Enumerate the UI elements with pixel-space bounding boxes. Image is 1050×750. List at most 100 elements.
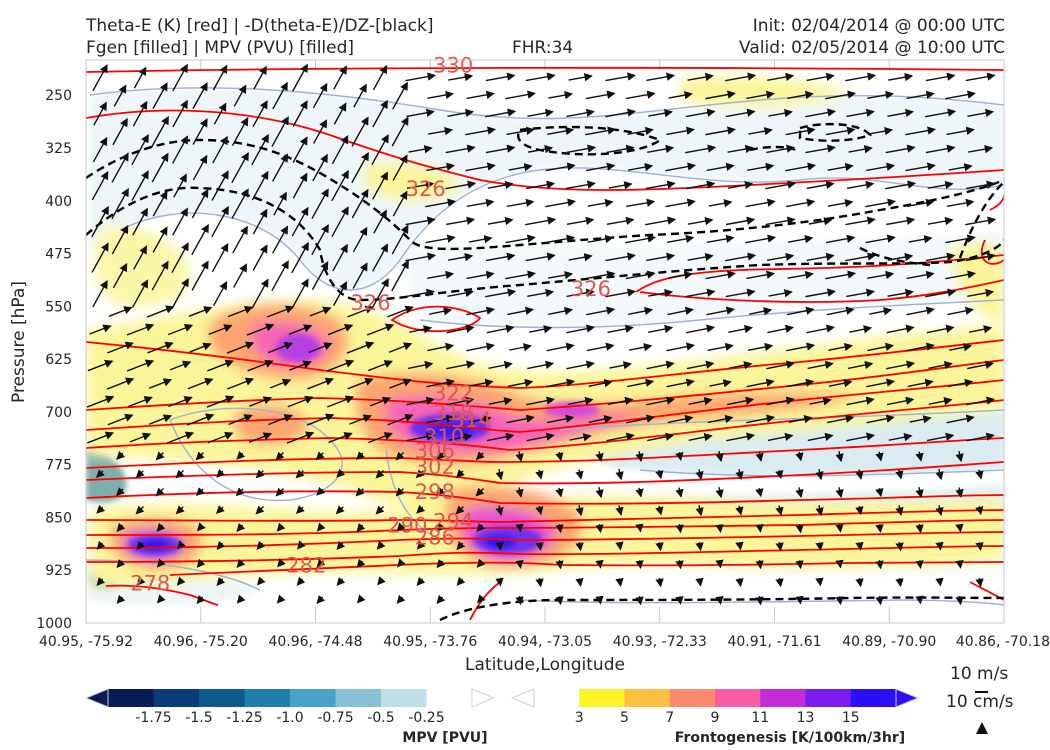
theta-e-line [86,531,1004,549]
wind-vector [648,324,674,334]
wind-vector [455,505,465,515]
wind-vector [425,234,456,244]
wind-vector [675,487,684,498]
wind-vector [867,342,895,352]
wind-vector [405,72,437,82]
wind-vector [233,263,248,288]
wind-vector [846,108,875,118]
plot-frame [85,59,1005,624]
wind-vector [495,541,504,551]
wind-vector [475,487,485,497]
wind-vector [508,163,533,172]
wind-vector [605,252,636,262]
wind-vector [715,524,724,533]
wind-vector [215,505,225,515]
wind-vector [515,596,524,606]
wind-vector [188,306,213,317]
wind-vector [336,468,346,478]
wind-vector [406,180,435,190]
wind-vector [216,468,226,478]
wind-vector [705,270,736,280]
wind-vector [775,505,784,516]
wind-vector [966,180,996,190]
wind-vector [768,109,793,118]
wind-vector [272,225,289,254]
wind-vector [216,576,226,587]
wind-vector [605,108,636,118]
wind-vector [715,559,724,569]
wind-vector [415,469,425,479]
wind-vector [196,558,206,568]
wind-vector [116,522,126,532]
theta-e-labels: 3303263263263223183143103063022982942902… [130,53,611,595]
wind-vector [155,487,165,497]
wind-vector [247,359,274,372]
mpv-region [90,87,1004,291]
wind-vector [277,558,286,568]
wind-vector [172,63,188,92]
wind-vector [815,505,824,517]
wind-vector [236,594,246,604]
wind-vector [975,577,984,588]
wind-vector [486,432,515,442]
wind-vector [175,505,185,515]
wind-vector [406,396,435,406]
wind-vector [427,342,455,352]
wind-vector [906,342,935,352]
wind-vector [846,432,876,442]
wind-vector [509,343,532,352]
theta-e-line [86,545,1004,563]
wind-vector [106,377,135,390]
mpv-contour [89,87,1004,120]
wind-vector [968,144,994,154]
wind-vector [447,288,474,298]
wind-vector [846,396,875,406]
wind-vector [252,208,268,235]
wind-vector [546,342,575,352]
wind-vector [886,396,915,406]
x-tick-label: 40.96, -75.20 [154,634,248,650]
wind-vector [273,191,287,216]
wind-vector [331,134,349,165]
wind-vector [555,559,564,570]
wind-vector [795,451,804,462]
wind-vector [87,431,115,444]
wind-vector [826,414,855,424]
theta-e-line [86,399,1004,451]
wind-vector [356,522,366,533]
wind-vector [827,162,854,172]
wind-vector [785,198,816,208]
wind-vector [111,152,129,183]
wind-vector [112,117,128,146]
wind-vector [785,162,817,172]
wind-vector [748,342,774,352]
wind-vector [129,432,152,443]
wind-vector [466,306,495,316]
wind-vector [766,252,795,262]
wind-vector [355,487,365,497]
wind-vector [566,288,595,298]
y-tick-label: 325 [45,141,72,157]
wind-vector [372,64,388,91]
wind-vector [825,126,856,136]
wind-vector [487,180,514,190]
wind-vector [227,305,254,318]
wind-vector [251,170,269,201]
wind-vector [107,413,134,426]
wind-vector [787,270,814,280]
wind-vector [306,413,335,426]
wind-vector [908,235,933,244]
wind-vector [465,162,496,172]
wind-vector [786,342,816,352]
wind-vector [456,469,465,478]
wind-vector [131,133,149,166]
wind-vector [646,72,675,82]
wind-vector [135,505,145,515]
wind-vector [706,306,735,316]
wind-vector [152,226,168,253]
mpv-colorbar-ticks: -1.75 -1.5 -1.25 -1.0 -0.75 -0.5 -0.25 [135,710,444,726]
wind-vector [376,540,386,550]
wind-vector [208,324,233,336]
wind-vector [526,180,556,190]
wind-vector [176,576,186,586]
